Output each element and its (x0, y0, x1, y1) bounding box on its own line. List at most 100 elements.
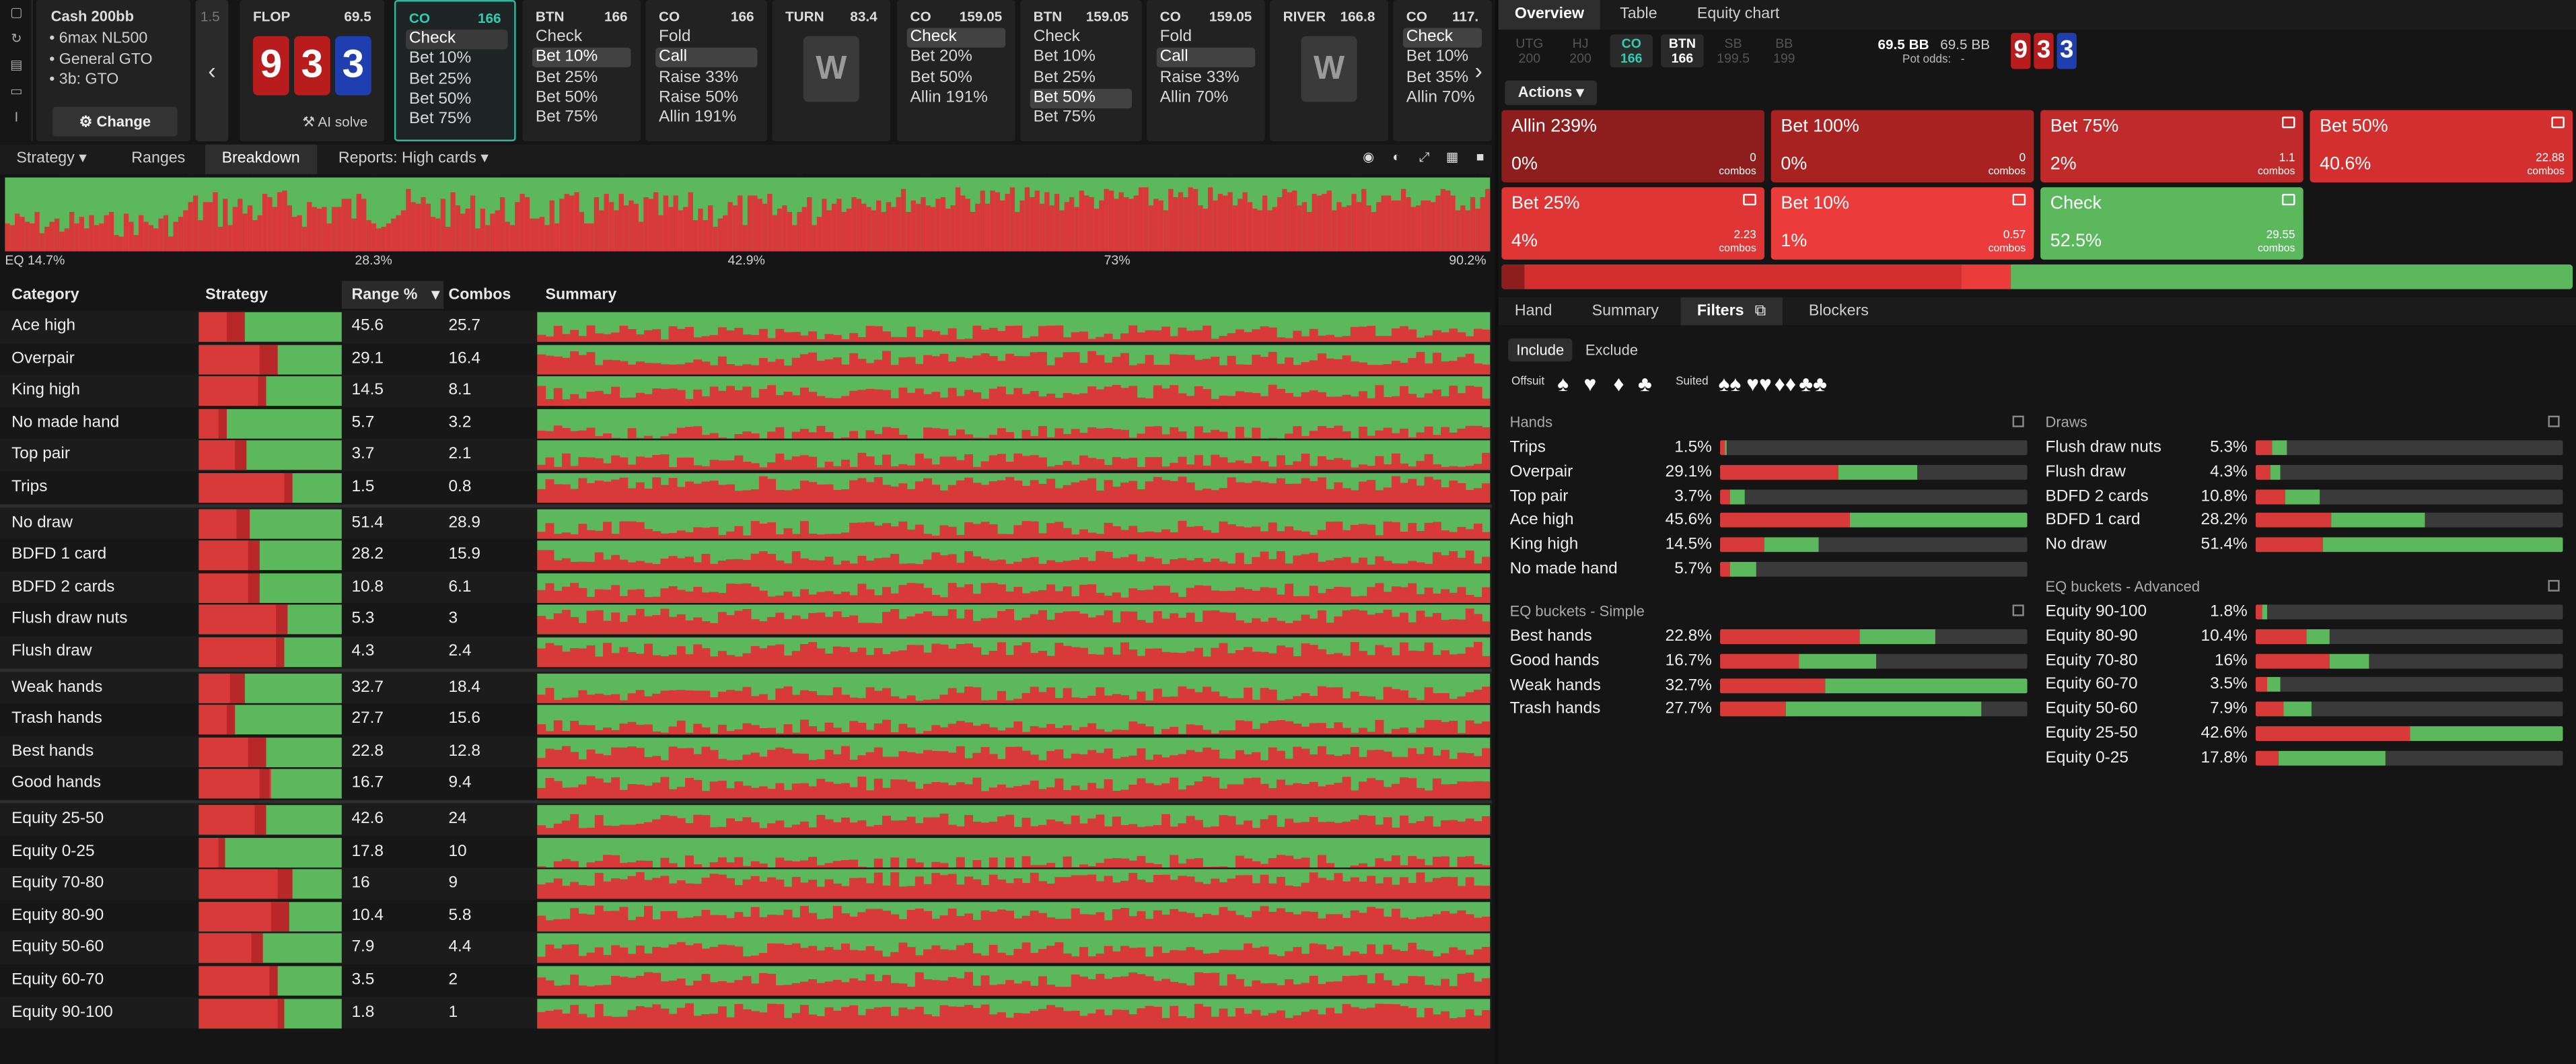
square-view-icon[interactable]: ■ (1476, 149, 1484, 165)
club-icon[interactable]: ♣ (1638, 371, 1652, 396)
table-row[interactable]: Weak hands 32.7 18.4 (0, 671, 1492, 704)
filter-row[interactable]: Flush draw 4.3% (2045, 462, 2563, 485)
collapse-icon[interactable] (2548, 579, 2560, 592)
ai-solve-button[interactable]: ⚒ AI solve (302, 113, 368, 130)
header-category[interactable]: Category (11, 285, 79, 304)
node-option[interactable]: Allin 191% (910, 88, 988, 107)
node-option[interactable]: Bet 50% (535, 88, 598, 107)
suited-diamond-icon[interactable]: ♦♦ (1774, 371, 1797, 396)
table-row[interactable]: Trash hands 27.7 15.6 (0, 703, 1492, 736)
tree-node-turn[interactable]: TURN 83.4 W (772, 0, 891, 141)
position-sb[interactable]: SB 199.5 (1717, 36, 1750, 66)
table-row[interactable]: No draw 51.4 28.9 (0, 507, 1492, 540)
node-option[interactable]: Allin 70% (1406, 88, 1475, 107)
table-row[interactable]: No made hand 5.7 3.2 (0, 406, 1492, 439)
filter-row[interactable]: Equity 60-70 3.5% (2045, 674, 2563, 697)
table-row[interactable]: Overpair 29.1 16.4 (0, 343, 1492, 376)
tab-table[interactable]: Table (1620, 5, 1657, 24)
node-option[interactable]: Bet 35% (1406, 68, 1469, 87)
action-tile-bet-75-[interactable]: Bet 75% 2% 1.1 combos (2040, 110, 2303, 182)
node-option[interactable]: Bet 50% (1030, 88, 1133, 108)
prev-node-stub[interactable]: 1.5 (195, 0, 229, 141)
tab-strategy[interactable]: Strategy ▾ (16, 149, 87, 168)
table-row[interactable]: Flush draw 4.3 2.4 (0, 635, 1492, 668)
diamond-icon[interactable]: ♦ (1613, 371, 1624, 396)
street-card-icon[interactable]: W (803, 36, 859, 102)
filter-row[interactable]: Equity 25-50 42.6% (2045, 723, 2563, 746)
header-strategy[interactable]: Strategy (205, 285, 268, 304)
table-row[interactable]: Good hands 16.7 9.4 (0, 768, 1492, 800)
grid-icon[interactable]: ▦ (1445, 149, 1459, 165)
node-option[interactable]: Fold (1159, 28, 1192, 46)
filter-row[interactable]: No draw 51.4% (2045, 534, 2563, 557)
tree-node-co2[interactable]: CO 166 Fold Call Raise 33% Raise 50% Allin 191… (645, 0, 768, 141)
filter-row[interactable]: Equity 0-25 17.8% (2045, 747, 2563, 770)
table-row[interactable]: King high 14.5 8.1 (0, 375, 1492, 407)
expand-icon[interactable]: ⤢ (1419, 149, 1430, 165)
tab-equity-chart[interactable]: Equity chart (1696, 5, 1780, 24)
filter-row[interactable]: Good hands 16.7% (1510, 650, 2028, 673)
filter-row[interactable]: Weak hands 32.7% (1510, 674, 2028, 697)
text-cursor-icon[interactable]: Ⅰ (14, 110, 19, 125)
filter-row[interactable]: Equity 50-60 7.9% (2045, 699, 2563, 721)
node-option[interactable]: Raise 33% (658, 68, 739, 87)
node-option[interactable]: Bet 25% (408, 69, 472, 88)
node-option[interactable]: Bet 10% (408, 49, 472, 68)
tab-ranges[interactable]: Ranges (131, 149, 186, 168)
table-row[interactable]: Equity 25-50 42.6 24 (0, 803, 1492, 836)
suited-heart-icon[interactable]: ♥♥ (1746, 371, 1772, 396)
tab-breakdown[interactable]: Breakdown (205, 144, 317, 174)
node-option[interactable]: Check (1402, 28, 1482, 48)
table-row[interactable]: Equity 0-25 17.8 10 (0, 835, 1492, 868)
collapse-icon[interactable] (2012, 415, 2024, 427)
action-tile-bet-100-[interactable]: Bet 100% 0% 0 combos (1770, 110, 2034, 182)
tab-hand[interactable]: Hand (1514, 302, 1552, 321)
tab-overview[interactable]: Overview (1498, 0, 1601, 30)
suited-spade-icon[interactable]: ♠♠ (1718, 371, 1742, 396)
position-co[interactable]: CO 166 (1610, 34, 1653, 68)
filter-row[interactable]: BDFD 2 cards 10.8% (2045, 486, 2563, 509)
table-row[interactable]: Equity 50-60 7.9 4.4 (0, 932, 1492, 965)
table-row[interactable]: Equity 70-80 16 9 (0, 867, 1492, 900)
node-option[interactable]: Check (1033, 28, 1080, 46)
action-tile-bet-25-[interactable]: Bet 25% 4% 2.23 combos (1501, 187, 1764, 260)
heart-icon[interactable]: ♥ (1583, 371, 1597, 396)
tree-node-co5[interactable]: CO 117. Check Bet 10% Bet 35% Allin 70% (1393, 0, 1492, 141)
node-option[interactable]: Allin 70% (1159, 88, 1229, 107)
chart-icon[interactable] (2282, 194, 2295, 206)
node-option[interactable]: Raise 50% (658, 88, 739, 107)
action-tile-allin-239-[interactable]: Allin 239% 0% 0 combos (1501, 110, 1764, 182)
table-row[interactable]: Equity 80-90 10.4 5.8 (0, 900, 1492, 933)
position-hj[interactable]: HJ 200 (1569, 36, 1591, 66)
tree-node-btn1[interactable]: BTN 166 Check Bet 10% Bet 25% Bet 50% Bet 75% (522, 0, 641, 141)
table-row[interactable]: Flush draw nuts 5.3 3 (0, 603, 1492, 636)
tab-blockers[interactable]: Blockers (1808, 302, 1869, 321)
table-row[interactable]: BDFD 2 cards 10.8 6.1 (0, 571, 1492, 604)
table-row[interactable]: Equity 60-70 3.5 2 (0, 964, 1492, 997)
filter-row[interactable]: Trips 1.5% (1510, 437, 2028, 460)
node-option[interactable]: Bet 10% (1406, 48, 1469, 67)
tree-node-co1[interactable]: CO 166 Check Bet 10% Bet 25% Bet 50% Bet 75% (394, 0, 516, 141)
table-row[interactable]: Trips 1.5 0.8 (0, 471, 1492, 504)
tab-summary[interactable]: Summary (1591, 302, 1659, 321)
filter-row[interactable]: King high 14.5% (1510, 534, 2028, 557)
view-icon-2[interactable]: ◐ (1392, 149, 1401, 165)
scroll-left-button[interactable]: ‹ (196, 0, 229, 141)
square-icon[interactable]: ▢ (10, 5, 23, 20)
tree-node-flop[interactable]: FLOP 69.5 9 3 3 ⚒ AI solve (240, 0, 385, 141)
action-tile-bet-50-[interactable]: Bet 50% 40.6% 22.88 combos (2310, 110, 2573, 182)
filter-row[interactable]: Overpair 29.1% (1510, 462, 2028, 485)
position-bb[interactable]: BB 199 (1773, 36, 1795, 66)
node-option[interactable]: Bet 75% (408, 110, 472, 129)
node-option[interactable]: Fold (658, 28, 691, 46)
node-option[interactable]: Bet 25% (535, 68, 598, 87)
actions-dropdown[interactable]: Actions ▾ (1505, 80, 1597, 106)
table-row[interactable]: Equity 90-100 1.8 1 (0, 996, 1492, 1029)
action-tile-bet-10-[interactable]: Bet 10% 1% 0.57 combos (1770, 187, 2034, 260)
tab-filters[interactable]: Filters ⧉ (1680, 297, 1783, 326)
node-option[interactable]: Check (535, 28, 583, 46)
car-icon[interactable]: ▭ (10, 83, 23, 99)
chart-icon[interactable] (1743, 194, 1756, 206)
filter-row[interactable]: Equity 90-100 1.8% (2045, 602, 2563, 625)
node-option[interactable]: Bet 75% (535, 108, 598, 127)
